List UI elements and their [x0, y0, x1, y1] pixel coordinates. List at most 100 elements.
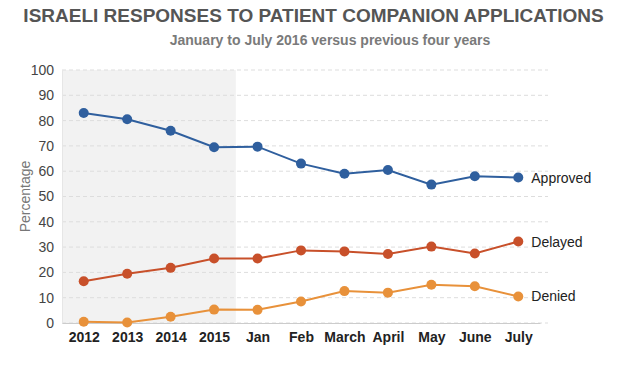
subtitle: January to July 2016 versus previous fou…: [170, 32, 491, 48]
series-label: Delayed: [531, 234, 582, 250]
point: [383, 288, 393, 298]
point: [122, 269, 132, 279]
y-tick-label: 10: [38, 290, 54, 306]
grid-line: [62, 196, 548, 197]
grid-line: [62, 297, 548, 298]
x-tick: July: [505, 323, 533, 345]
y-axis: 0 10 20 30 40 50 60 70 80 90 100: [31, 62, 63, 331]
point: [513, 237, 523, 247]
x-tick-label: March: [324, 329, 365, 345]
x-tick: May: [418, 323, 445, 345]
x-tick: April: [372, 323, 404, 345]
x-tick-label: 2013: [112, 329, 143, 345]
point: [426, 280, 436, 290]
point: [122, 317, 132, 327]
y-tick: 70: [38, 138, 62, 154]
x-axis: 2012 2013 2014 2015 Jan Feb March April May June J…: [63, 323, 541, 345]
series-line: [84, 242, 519, 282]
grid: [62, 70, 548, 323]
x-tick: 2015: [199, 323, 230, 345]
x-tick-label: May: [418, 329, 445, 345]
series-line: [84, 113, 519, 185]
point: [296, 296, 306, 306]
grid-line: [62, 70, 548, 71]
point: [253, 142, 263, 152]
point: [122, 114, 132, 124]
point: [296, 159, 306, 169]
point: [209, 305, 219, 315]
y-tick-label: 70: [38, 138, 54, 154]
y-tick: 10: [38, 290, 62, 306]
point: [79, 108, 89, 118]
point: [426, 180, 436, 190]
y-tick: 80: [38, 113, 62, 129]
y-tick-label: 30: [38, 239, 54, 255]
series: [79, 108, 524, 190]
point: [383, 249, 393, 259]
y-tick-label: 90: [38, 87, 54, 103]
y-tick-label: 0: [46, 315, 54, 331]
x-tick-label: June: [459, 329, 492, 345]
plot-area: [79, 108, 524, 327]
point: [79, 276, 89, 286]
point: [383, 165, 393, 175]
x-tick-label: 2015: [199, 329, 230, 345]
series-label: Denied: [531, 288, 575, 304]
chart: ISRAELI RESPONSES TO PATIENT COMPANION A…: [0, 0, 627, 370]
point: [513, 173, 523, 183]
grid-line: [62, 221, 548, 222]
y-axis-line: [62, 71, 63, 324]
point: [339, 246, 349, 256]
y-tick-label: 100: [31, 62, 55, 78]
y-tick: 30: [38, 239, 62, 255]
series: [79, 280, 524, 328]
y-tick-label: 40: [38, 214, 54, 230]
x-tick-label: 2012: [69, 329, 100, 345]
point: [296, 245, 306, 255]
point: [79, 317, 89, 327]
x-tick-label: Jan: [246, 329, 270, 345]
y-tick: 90: [38, 87, 62, 103]
point: [470, 248, 480, 258]
y-tick: 40: [38, 214, 62, 230]
grid-line: [62, 95, 548, 96]
point: [513, 291, 523, 301]
grid-line: [62, 323, 548, 324]
point: [209, 253, 219, 263]
y-tick-label: 80: [38, 113, 54, 129]
point: [253, 305, 263, 315]
x-tick: March: [324, 323, 365, 345]
point: [339, 286, 349, 296]
y-tick-label: 60: [38, 163, 54, 179]
point: [166, 263, 176, 273]
x-tick: 2014: [156, 323, 187, 345]
x-tick-label: Feb: [289, 329, 314, 345]
point: [339, 169, 349, 179]
y-tick: 20: [38, 264, 62, 280]
x-tick: June: [459, 323, 492, 345]
point: [209, 142, 219, 152]
series-label: Approved: [531, 170, 591, 186]
y-tick: 0: [46, 315, 62, 331]
x-axis-line: [63, 323, 541, 324]
point: [470, 281, 480, 291]
series: [79, 237, 524, 287]
y-tick: 50: [38, 188, 62, 204]
y-tick: 100: [31, 62, 62, 78]
y-tick-label: 50: [38, 188, 54, 204]
x-tick: Feb: [289, 323, 314, 345]
x-tick-label: July: [505, 329, 533, 345]
x-tick: Jan: [246, 323, 270, 345]
x-tick-label: 2014: [156, 329, 187, 345]
point: [470, 171, 480, 181]
title: ISRAELI RESPONSES TO PATIENT COMPANION A…: [23, 5, 603, 26]
point: [426, 242, 436, 252]
grid-line: [62, 145, 548, 146]
y-label: Percentage: [17, 160, 33, 232]
point: [166, 126, 176, 136]
series-line: [84, 285, 519, 323]
y-tick: 60: [38, 163, 62, 179]
y-tick-label: 20: [38, 264, 54, 280]
point: [253, 253, 263, 263]
point: [166, 312, 176, 322]
